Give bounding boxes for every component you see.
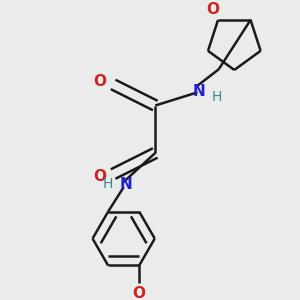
- Text: H: H: [103, 177, 113, 191]
- Text: O: O: [133, 286, 146, 300]
- Text: N: N: [192, 83, 205, 98]
- Text: O: O: [206, 2, 219, 17]
- Text: O: O: [93, 169, 106, 184]
- Text: H: H: [211, 90, 222, 104]
- Text: N: N: [119, 176, 132, 191]
- Text: O: O: [93, 74, 106, 89]
